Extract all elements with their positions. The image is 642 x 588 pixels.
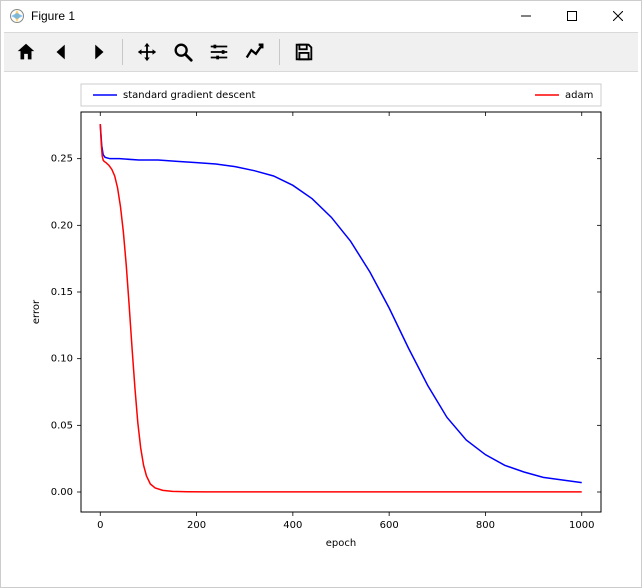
- maximize-button[interactable]: [549, 1, 595, 31]
- figure-canvas[interactable]: 0 200 400 600 800 1000 0.00 0.05 0.10 0.15 0.20 0.2…: [1, 72, 641, 586]
- toolbar-separator: [279, 39, 280, 65]
- back-button[interactable]: [46, 36, 78, 68]
- legend-label: standard gradient descent: [123, 90, 256, 101]
- forward-button[interactable]: [82, 36, 114, 68]
- y-tick-label: 0.25: [51, 154, 73, 165]
- configure-subplots-button[interactable]: [203, 36, 235, 68]
- y-tick-label: 0.05: [51, 420, 73, 431]
- legend-label: adam: [565, 90, 593, 101]
- line-chart: 0 200 400 600 800 1000 0.00 0.05 0.10 0.15 0.20 0.2…: [1, 72, 641, 586]
- x-tick-label: 200: [187, 520, 206, 531]
- y-tick-label: 0.15: [51, 287, 73, 298]
- close-button[interactable]: [595, 1, 641, 31]
- x-tick-label: 800: [476, 520, 495, 531]
- x-tick-label: 1000: [569, 520, 594, 531]
- window-buttons: [503, 1, 641, 31]
- window-title: Figure 1: [31, 9, 503, 23]
- minimize-button[interactable]: [503, 1, 549, 31]
- pan-button[interactable]: [131, 36, 163, 68]
- y-tick-label: 0.00: [51, 487, 73, 498]
- x-tick-label: 600: [380, 520, 399, 531]
- x-tick-label: 400: [283, 520, 302, 531]
- y-tick-label: 0.10: [51, 354, 73, 365]
- toolbar-separator: [122, 39, 123, 65]
- y-axis-label: error: [31, 299, 42, 324]
- window-titlebar: Figure 1: [1, 1, 641, 31]
- app-icon: [9, 8, 25, 24]
- y-tick-label: 0.20: [51, 220, 73, 231]
- home-button[interactable]: [10, 36, 42, 68]
- x-axis-label: epoch: [326, 538, 356, 549]
- x-tick-label: 0: [97, 520, 103, 531]
- matplotlib-toolbar: [4, 32, 638, 72]
- zoom-button[interactable]: [167, 36, 199, 68]
- edit-axes-button[interactable]: [239, 36, 271, 68]
- save-button[interactable]: [288, 36, 320, 68]
